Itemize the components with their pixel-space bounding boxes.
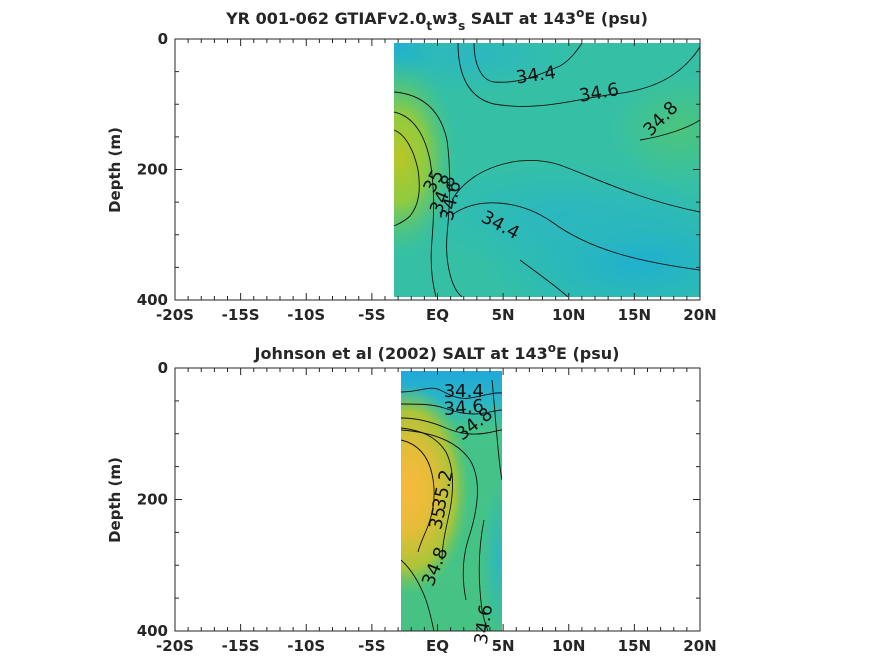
panel-1-contour-34-4-lower bbox=[451, 202, 700, 271]
panel-1-contour-34-4-surface bbox=[473, 43, 583, 83]
panel-1-contour-34-4-deep bbox=[451, 160, 700, 213]
panel-1-x-ticks: -20S -15S -10S -5S EQ 5N 10N 15N 20N bbox=[156, 39, 717, 324]
panel-1-mid-low bbox=[410, 160, 700, 270]
panel-2-contour-34-4 bbox=[401, 387, 502, 399]
x-tick-label: EQ bbox=[426, 637, 449, 655]
x-tick-label: -5S bbox=[358, 637, 385, 655]
panel-2-contour-34-8-low bbox=[401, 559, 435, 631]
panel-2-ylabel: Depth (m) bbox=[106, 457, 124, 543]
panel-2-contour-east bbox=[491, 379, 502, 481]
panel-2-contour-34-6-low bbox=[478, 519, 489, 631]
panel-2-title: Johnson et al (2002) SALT at 143oE (psu) bbox=[254, 341, 620, 363]
panel-1-contour-34-6-east bbox=[639, 119, 700, 141]
y-tick-label: 0 bbox=[158, 30, 168, 48]
panel-1-surface-low bbox=[394, 43, 580, 95]
panel-1: YR 001-062 GTIAFv2.0tw3s SALT at 143oE (… bbox=[106, 6, 717, 324]
x-tick-label: 5N bbox=[492, 637, 515, 655]
panel-1-y-ticks: 0 200 400 bbox=[137, 30, 700, 309]
panel-2-y-ticks: 0 200 400 bbox=[137, 359, 700, 640]
panel-1-east-high bbox=[610, 75, 700, 185]
contour-label: 35 bbox=[425, 505, 450, 532]
x-tick-label: 5N bbox=[492, 306, 515, 324]
y-tick-label: 200 bbox=[137, 161, 168, 179]
y-tick-label: 400 bbox=[137, 291, 168, 309]
panel-1-contour-bottom bbox=[519, 259, 569, 297]
panel-1-contour-34-8-core bbox=[394, 111, 437, 297]
x-tick-label: 15N bbox=[618, 637, 651, 655]
x-tick-label: -10S bbox=[287, 306, 325, 324]
panel-2-contour-34-8-top bbox=[401, 417, 502, 435]
x-tick-label: -10S bbox=[287, 637, 325, 655]
x-tick-label: -5S bbox=[358, 306, 385, 324]
panel-1-core-high bbox=[394, 58, 458, 258]
panel-2-contour-35-2 bbox=[401, 439, 435, 553]
panel-2-contour-35 bbox=[401, 427, 454, 561]
panel-2-contour-34-6 bbox=[401, 403, 502, 415]
x-tick-label: -20S bbox=[156, 637, 194, 655]
x-tick-label: -15S bbox=[222, 306, 260, 324]
contour-label: 34.6 bbox=[443, 396, 485, 420]
panel-2-core-high bbox=[401, 385, 470, 595]
panel-2-x-ticks: -20S -15S -10S -5S EQ 5N 10N 15N 20N bbox=[156, 368, 717, 655]
x-tick-label: 20N bbox=[683, 306, 716, 324]
panel-1-ylabel: Depth (m) bbox=[106, 127, 124, 213]
panel-1-contour-34-6-core bbox=[394, 91, 463, 297]
panel-1-title: YR 001-062 GTIAFv2.0tw3s SALT at 143oE (… bbox=[225, 6, 648, 33]
panel-2-contour-lines bbox=[401, 379, 502, 631]
panel-1-contour-34-6-upper bbox=[457, 43, 700, 107]
x-tick-label: -20S bbox=[156, 306, 194, 324]
panel-1-contour-35-core bbox=[394, 129, 420, 227]
contour-label: 34.4 bbox=[444, 381, 484, 402]
panel-2: Johnson et al (2002) SALT at 143oE (psu)… bbox=[106, 341, 717, 655]
y-tick-label: 400 bbox=[137, 622, 168, 640]
panel-2-east-low bbox=[480, 480, 502, 631]
panel-1-contour-lines bbox=[394, 43, 700, 297]
panel-2-contour-34-8-mid bbox=[401, 429, 478, 601]
panel-1-field bbox=[394, 43, 700, 297]
x-tick-label: 20N bbox=[683, 637, 716, 655]
x-tick-label: 10N bbox=[552, 306, 585, 324]
x-tick-label: 15N bbox=[618, 306, 651, 324]
x-tick-label: -15S bbox=[222, 637, 260, 655]
x-tick-label: EQ bbox=[426, 306, 449, 324]
y-tick-label: 200 bbox=[137, 491, 168, 509]
x-tick-label: 10N bbox=[552, 637, 585, 655]
y-tick-label: 0 bbox=[158, 359, 168, 377]
